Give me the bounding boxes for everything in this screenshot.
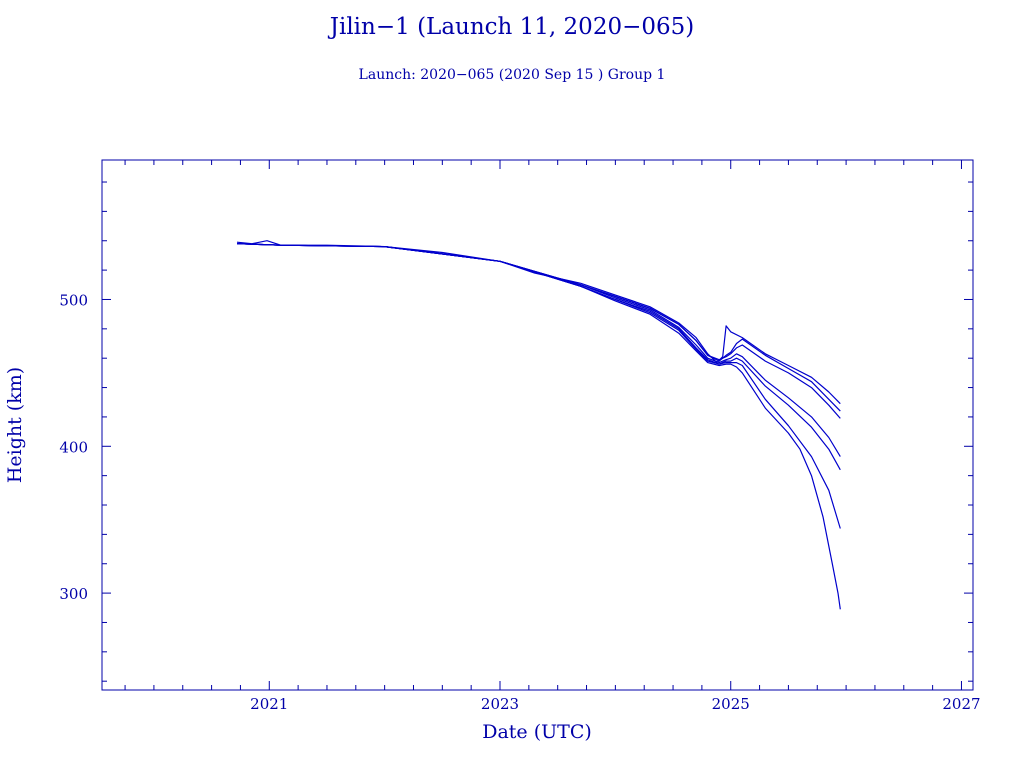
series-line-2 — [236, 243, 841, 412]
chart-title: Jilin−1 (Launch 11, 2020−065) — [329, 14, 695, 40]
series-layer — [236, 240, 841, 610]
x-tick-label: 2027 — [942, 695, 980, 713]
y-tick-labels: 300 400 500 — [59, 291, 88, 603]
y-axis-title: Height (km) — [4, 367, 26, 483]
x-axis-title: Date (UTC) — [482, 721, 592, 743]
minor-ticks — [102, 160, 973, 690]
series-line-7 — [236, 243, 841, 610]
major-ticks — [102, 160, 973, 690]
y-tick-label: 500 — [59, 291, 88, 309]
x-tick-label: 2023 — [481, 695, 519, 713]
y-tick-label: 300 — [59, 585, 88, 603]
x-tick-label: 2021 — [250, 695, 288, 713]
series-line-5 — [236, 243, 841, 471]
x-tick-label: 2025 — [712, 695, 750, 713]
x-tick-labels: 2021 2023 2025 2027 — [250, 695, 980, 713]
chart-subtitle: Launch: 2020−065 (2020 Sep 15 ) Group 1 — [358, 67, 666, 83]
series-line-6 — [236, 243, 841, 529]
series-line-1 — [236, 240, 841, 405]
plot-frame — [101, 159, 974, 691]
y-tick-label: 400 — [59, 438, 88, 456]
series-line-3 — [236, 243, 841, 419]
